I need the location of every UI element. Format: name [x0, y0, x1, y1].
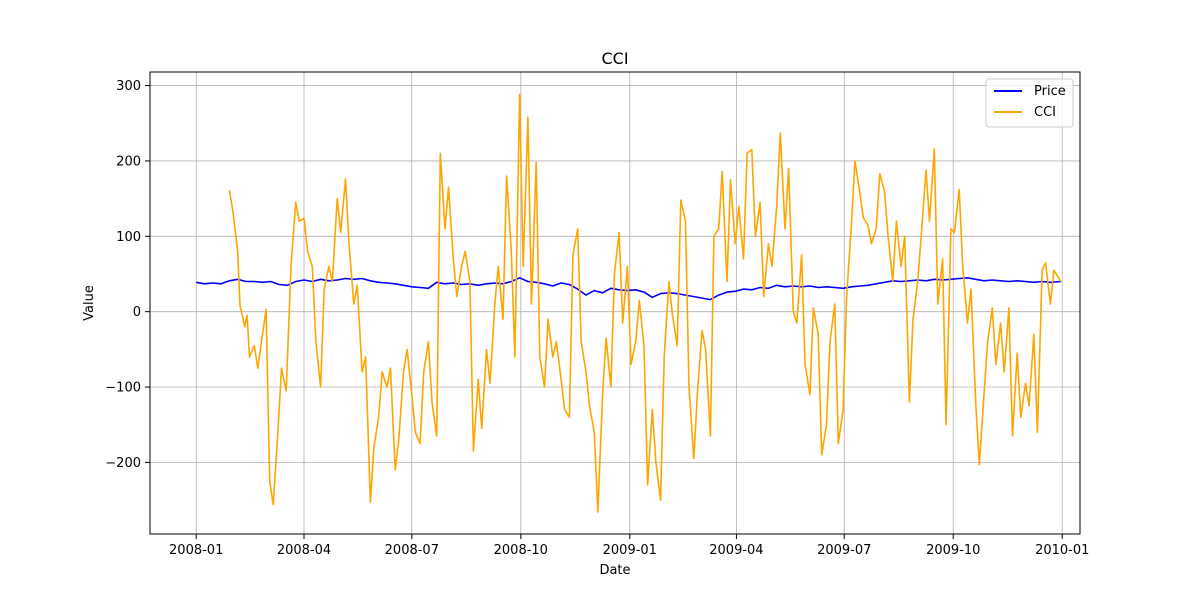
- legend-label-cci: CCI: [1034, 105, 1056, 120]
- x-tick-label: 2008-01: [169, 543, 223, 558]
- plot-area: [150, 72, 1080, 534]
- y-axis-ticks: −200 −100 0 100 200 300: [105, 79, 150, 471]
- x-axis-ticks: 2008-01 2008-04 2008-07 2008-10 2009-01 2009-…: [169, 534, 1089, 558]
- x-tick-label: 2009-10: [926, 543, 980, 558]
- series-lines: [196, 93, 1062, 513]
- plot-frame: [149, 71, 1081, 535]
- y-tick-label: −100: [105, 381, 141, 396]
- y-axis-label: Value: [82, 285, 97, 321]
- legend: Price CCI: [985, 78, 1074, 128]
- x-tick-label: 2010-01: [1035, 543, 1089, 558]
- legend-label-price: Price: [1034, 84, 1066, 99]
- chart-title: CCI: [601, 49, 628, 68]
- y-tick-label: 100: [116, 230, 141, 245]
- x-tick-label: 2008-10: [494, 543, 548, 558]
- grid-lines: [150, 72, 1080, 534]
- y-tick-label: 300: [116, 79, 141, 94]
- series-line-cci: [228, 93, 1062, 513]
- x-tick-label: 2009-07: [817, 543, 871, 558]
- x-tick-label: 2008-04: [277, 543, 331, 558]
- y-tick-label: 0: [133, 305, 141, 320]
- x-axis-label: Date: [599, 563, 630, 578]
- x-tick-label: 2009-04: [709, 543, 763, 558]
- x-tick-label: 2009-01: [603, 543, 657, 558]
- series-line-price: [196, 276, 1062, 301]
- y-tick-label: −200: [105, 456, 141, 471]
- x-tick-label: 2008-07: [385, 543, 439, 558]
- y-tick-label: 200: [116, 154, 141, 169]
